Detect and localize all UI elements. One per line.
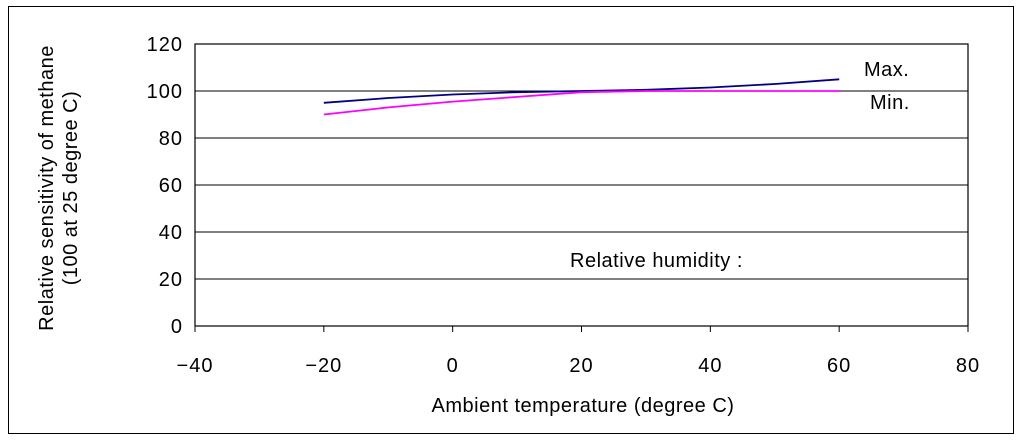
x-tick-label-40: 40 [698, 355, 722, 377]
y-tick-label-40: 40 [159, 222, 183, 244]
x-tick-label-60: 60 [827, 355, 851, 377]
y-tick-label-20: 20 [159, 269, 183, 291]
x-tick-label-80: 80 [956, 355, 980, 377]
series-line-max [323, 78, 840, 104]
x-tick-label--20: −20 [305, 355, 342, 377]
y-tick-labels: 0 20 40 60 80 100 120 [147, 34, 183, 338]
x-tick-label-0: 0 [447, 355, 459, 377]
y-tick-label-0: 0 [171, 316, 183, 338]
x-tick-labels: −40 −20 0 20 40 60 80 [177, 355, 980, 377]
legend-max-label: Max. [864, 59, 909, 81]
x-tick-label--40: −40 [177, 355, 214, 377]
y-tick-label-80: 80 [159, 128, 183, 150]
series-group [323, 78, 840, 116]
y-tick-label-100: 100 [147, 81, 183, 103]
y-tick-label-60: 60 [159, 175, 183, 197]
chart-frame [8, 6, 1014, 434]
x-axis-label: Ambient temperature (degree C) [432, 395, 735, 417]
y-axis-label-line1: Relative sensitivity of methane [36, 45, 58, 331]
gridlines [194, 90, 969, 332]
x-tick-label-20: 20 [569, 355, 593, 377]
y-tick-label-120: 120 [147, 34, 183, 56]
y-axis-label-line2: (100 at 25 degree C) [60, 91, 82, 286]
plot-area-border [194, 43, 969, 327]
plot-area [194, 43, 969, 327]
series-line-min [323, 90, 840, 116]
relative-humidity-annotation: Relative humidity : [570, 250, 743, 272]
legend-min-label: Min. [870, 92, 910, 114]
